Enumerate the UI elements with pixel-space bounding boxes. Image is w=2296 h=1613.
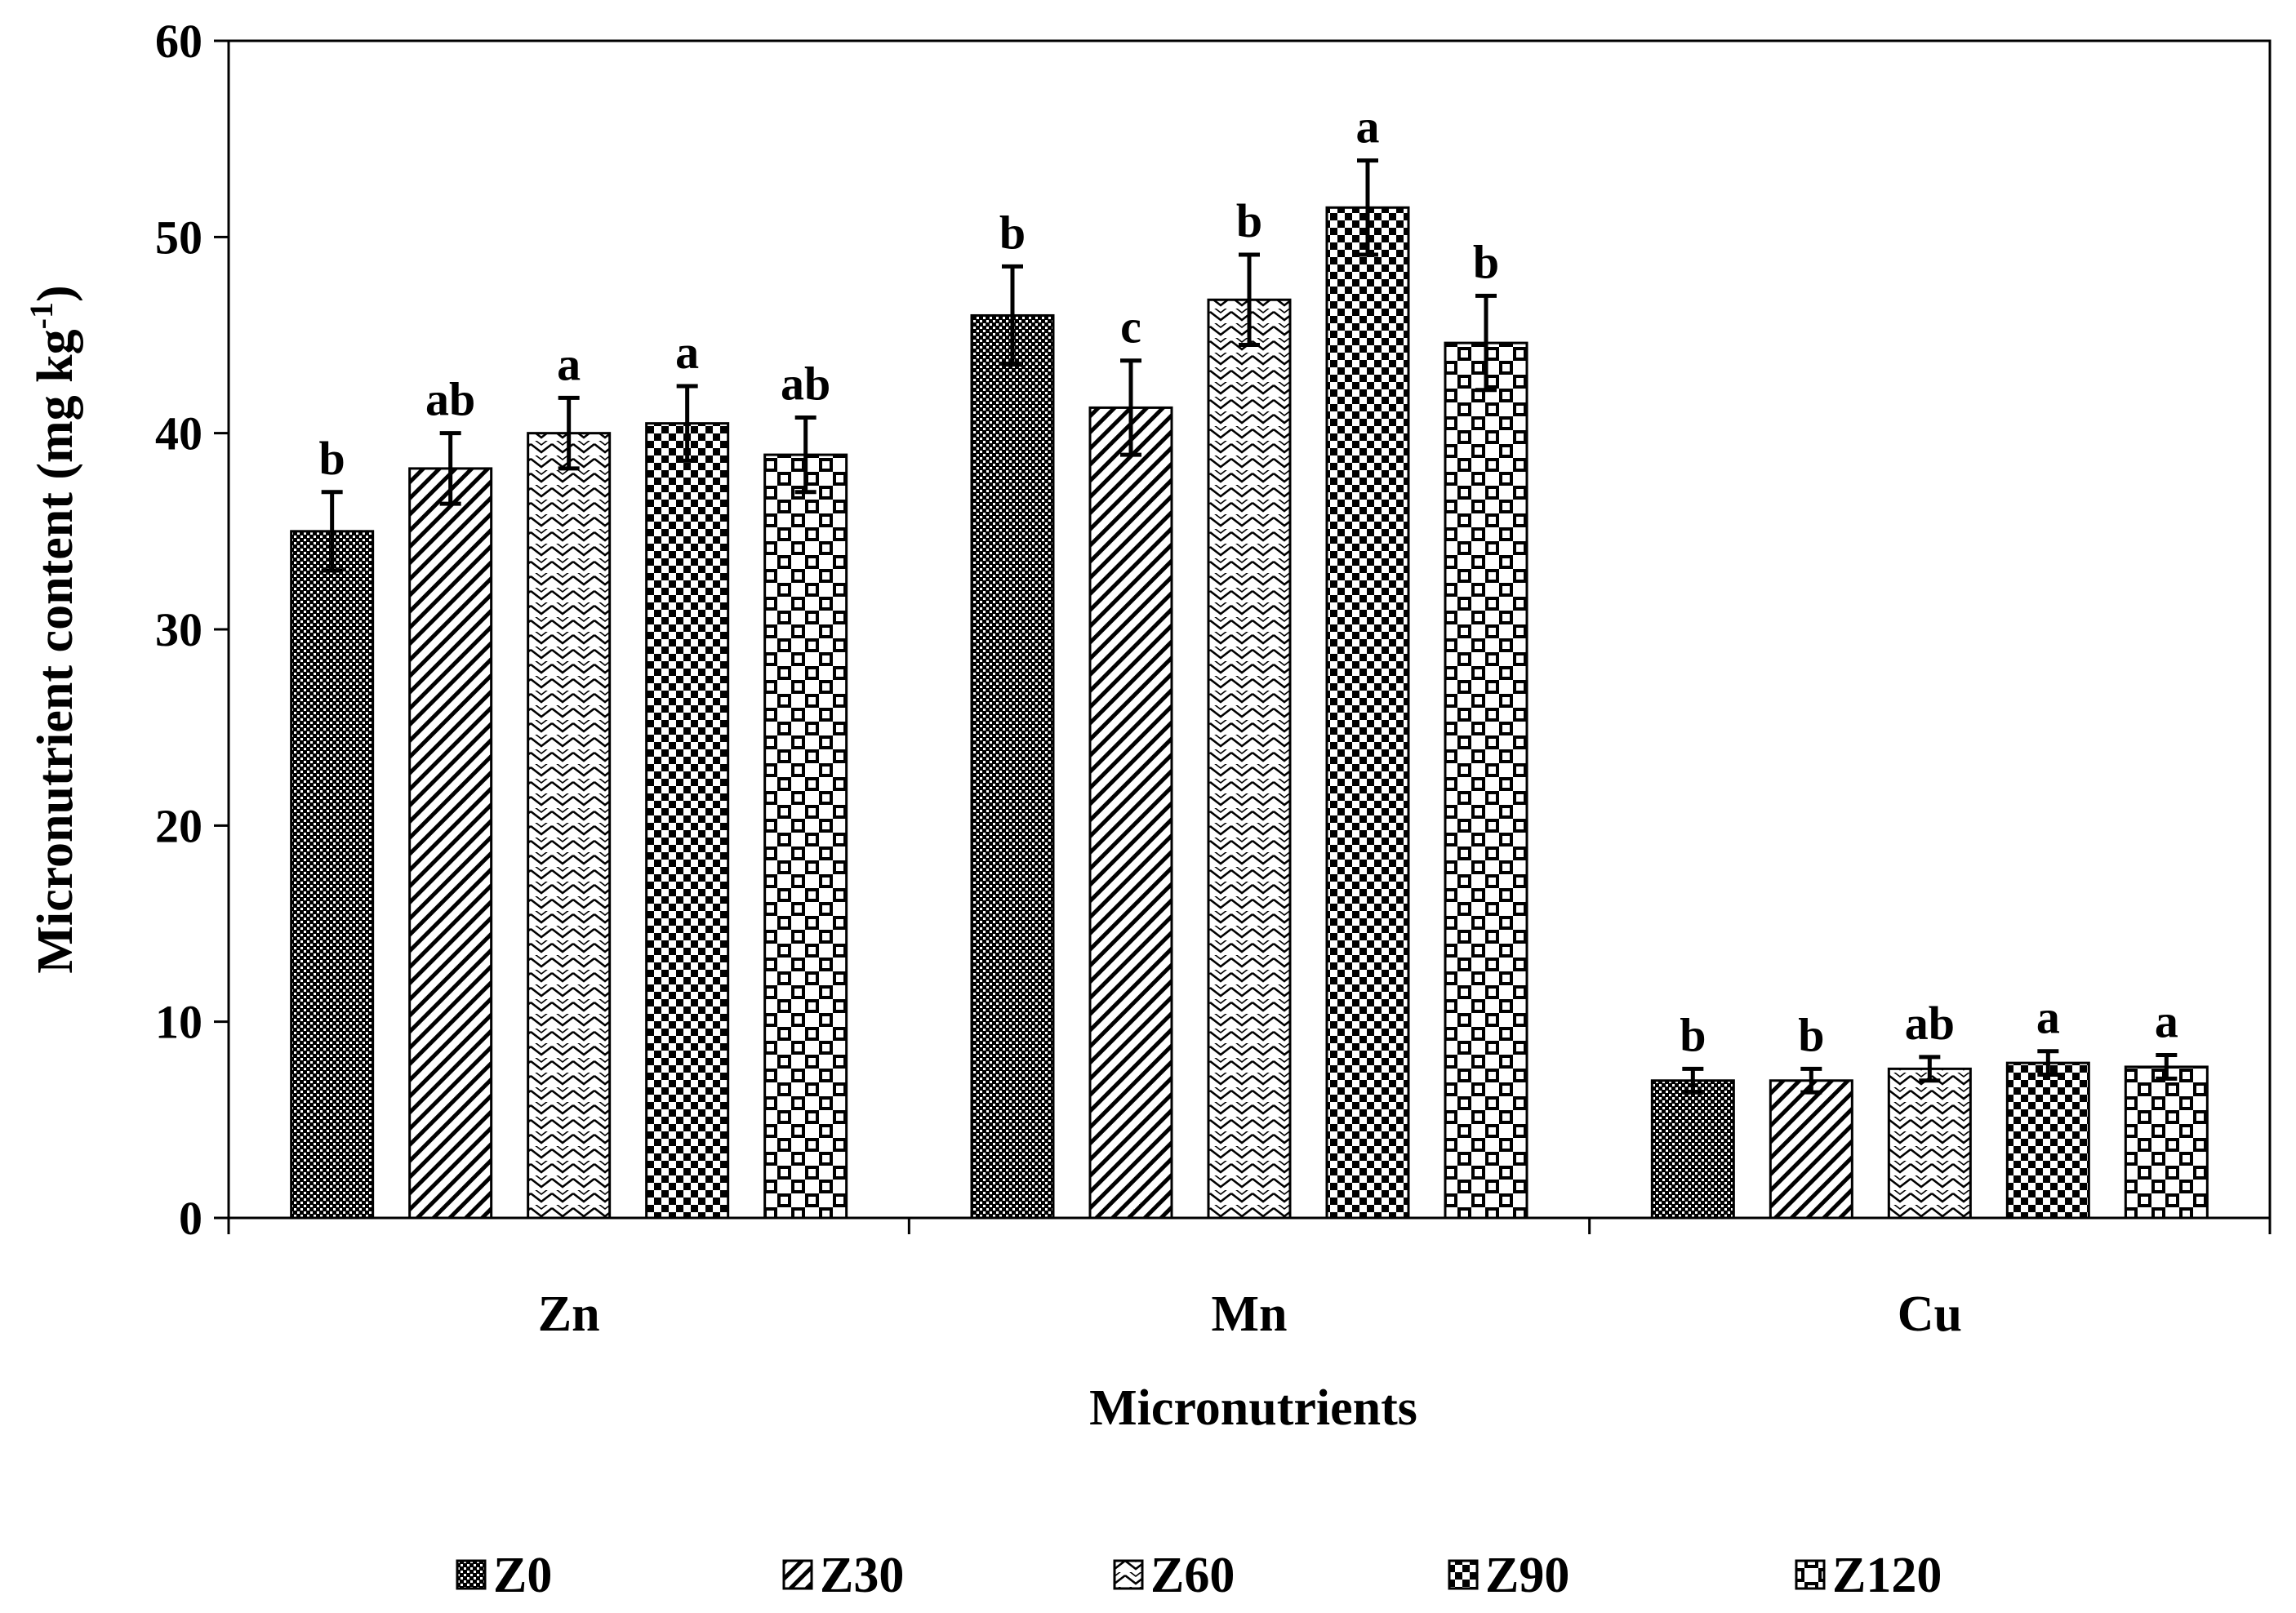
y-tick-label-1: 10 xyxy=(155,996,202,1049)
bar-cu-z30 xyxy=(1769,1079,1853,1220)
legend-label-z30: Z30 xyxy=(820,1548,904,1603)
bar-mn-z120 xyxy=(1444,341,1528,1220)
bar-mn-z0 xyxy=(970,313,1055,1220)
bar-cu-z120 xyxy=(2124,1065,2209,1220)
sig-letter-mn-z30: c xyxy=(1120,300,1141,353)
bar-cu-z90 xyxy=(2005,1061,2090,1220)
legend-swatch-z0 xyxy=(456,1559,487,1590)
bar-zn-z60 xyxy=(527,432,612,1220)
sig-letter-zn-z0: b xyxy=(319,432,345,485)
bar-zn-z90 xyxy=(645,422,730,1220)
legend-label-z120: Z120 xyxy=(1832,1548,1942,1603)
error-bars xyxy=(321,158,2178,1095)
y-tick-label-2: 20 xyxy=(155,799,202,852)
sig-letter-mn-z90: a xyxy=(1356,100,1380,153)
legend-swatch-z30 xyxy=(782,1559,813,1590)
x-axis: Zn Mn Cu xyxy=(227,1218,2272,1342)
bar-mn-z60 xyxy=(1207,298,1292,1220)
y-tick-label-4: 40 xyxy=(155,407,202,460)
sig-letter-zn-z60: a xyxy=(557,337,581,390)
sig-letter-zn-z90: a xyxy=(675,326,699,379)
bar-mn-z90 xyxy=(1325,206,1410,1220)
x-axis-title: Micronutrients xyxy=(1089,1380,1417,1436)
bars xyxy=(290,206,2209,1220)
y-axis: 0 10 20 30 40 50 60 xyxy=(155,15,229,1245)
bar-mn-z30 xyxy=(1088,406,1173,1220)
bar-cu-z0 xyxy=(1650,1079,1735,1220)
x-category-label-zn: Zn xyxy=(538,1286,600,1342)
sig-letter-cu-z90: a xyxy=(2036,991,2060,1044)
sig-letter-cu-z0: b xyxy=(1680,1008,1706,1061)
sig-letter-cu-z30: b xyxy=(1798,1008,1824,1061)
sig-letter-zn-z30: ab xyxy=(425,373,475,426)
legend-swatch-z90 xyxy=(1448,1559,1479,1590)
legend-swatch-z120 xyxy=(1795,1559,1826,1590)
y-tick-label-0: 0 xyxy=(179,1192,202,1245)
sig-letter-cu-z120: a xyxy=(2155,995,2178,1048)
bar-cu-z60 xyxy=(1887,1067,1972,1220)
legend-swatch-z60 xyxy=(1113,1559,1144,1590)
sig-letter-cu-z60: ab xyxy=(1905,997,1955,1050)
bar-zn-z30 xyxy=(408,467,493,1220)
x-category-label-cu: Cu xyxy=(1898,1286,1962,1342)
bar-zn-z0 xyxy=(290,530,375,1220)
sig-letter-mn-z0: b xyxy=(999,206,1026,259)
sig-letter-mn-z120: b xyxy=(1473,235,1499,288)
sig-letter-mn-z60: b xyxy=(1236,194,1262,247)
legend-label-z90: Z90 xyxy=(1485,1548,1569,1603)
x-category-label-mn: Mn xyxy=(1212,1286,1288,1342)
sig-letter-zn-z120: ab xyxy=(781,357,830,410)
bar-zn-z120 xyxy=(763,453,848,1220)
y-axis-title: Micronutrient content (mg kg-1) xyxy=(23,285,83,973)
y-tick-label-3: 30 xyxy=(155,603,202,656)
legend: Z0 Z30 Z60 Z90 Z120 xyxy=(456,1548,1942,1603)
y-tick-label-6: 60 xyxy=(155,15,202,68)
legend-label-z0: Z0 xyxy=(493,1548,552,1603)
y-tick-label-5: 50 xyxy=(155,211,202,264)
legend-label-z60: Z60 xyxy=(1150,1548,1235,1603)
